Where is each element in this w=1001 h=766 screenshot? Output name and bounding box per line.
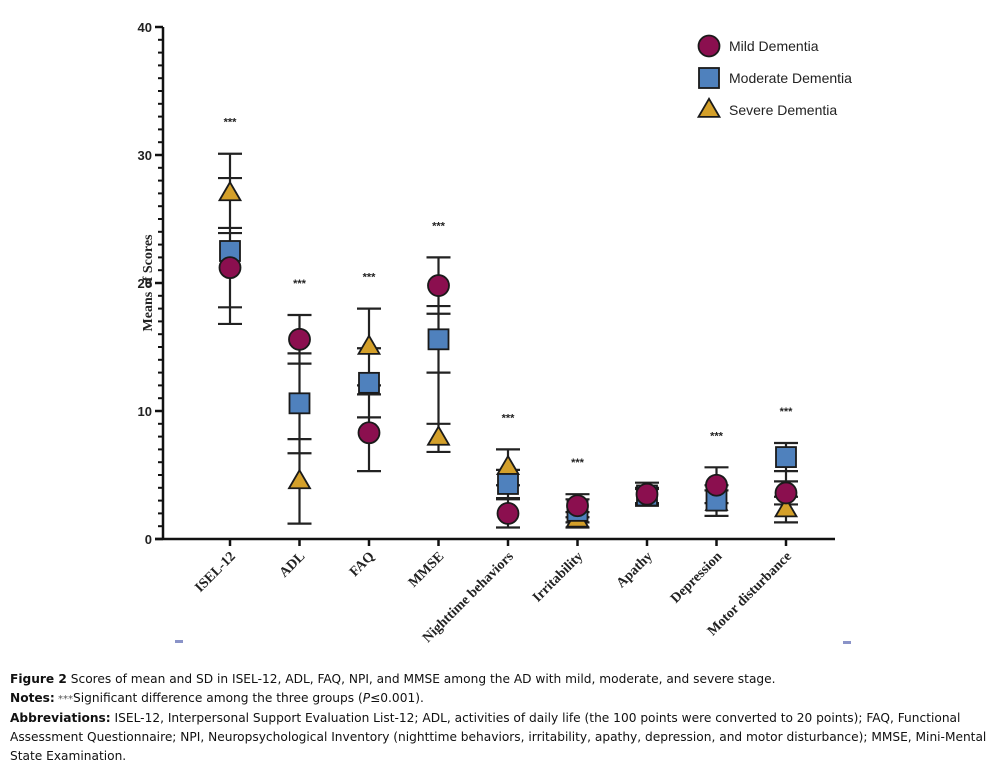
legend-marker-square xyxy=(698,67,720,89)
data-point-circle xyxy=(635,482,659,506)
data-point-square xyxy=(427,328,450,351)
data-point-square xyxy=(288,392,311,415)
data-point-circle xyxy=(218,256,242,280)
significance-markers: *** *** *** *** *** *** *** *** xyxy=(224,117,794,469)
significance-stars: *** xyxy=(224,117,238,129)
left-edge-mark xyxy=(175,640,183,643)
significance-stars: *** xyxy=(710,430,724,442)
x-tick-label: Depression xyxy=(668,549,725,606)
data-point-triangle xyxy=(426,424,451,446)
legend-marker-triangle xyxy=(696,97,722,118)
significance-stars: *** xyxy=(432,220,446,232)
legend-marker-circle xyxy=(697,34,721,58)
y-tick-label: 40 xyxy=(138,20,152,35)
notes-stars: *** xyxy=(54,694,73,705)
significance-stars: *** xyxy=(571,457,585,469)
data-point-square xyxy=(775,446,797,468)
y-tick-label: 20 xyxy=(138,276,152,291)
data-point-triangle xyxy=(217,180,243,202)
data-point-triangle xyxy=(287,468,312,490)
notes-text-after: ≤0.001). xyxy=(370,691,424,705)
caption-abbreviations: Abbreviations: ISEL-12, Interpersonal Su… xyxy=(10,709,995,766)
x-tick-label: FAQ xyxy=(347,549,378,580)
data-point-triangle xyxy=(773,496,799,518)
x-tick-label: Apathy xyxy=(614,549,656,591)
legend-label: Severe Dementia xyxy=(729,102,837,118)
data-point-square xyxy=(497,473,519,495)
data-point-circle xyxy=(288,327,311,351)
x-tick-label: Irritability xyxy=(530,549,586,605)
figure-text: Scores of mean and SD in ISEL-12, ADL, F… xyxy=(66,672,776,686)
data-point-circle xyxy=(705,473,728,497)
abbr-text: ISEL-12, Interpersonal Support Evaluatio… xyxy=(10,711,987,763)
data-point-triangle xyxy=(356,334,382,355)
data-point-circle xyxy=(427,274,450,297)
significance-stars: *** xyxy=(363,272,377,284)
data-point-circle xyxy=(496,502,520,525)
axes: 0 10 20 30 40 xyxy=(138,20,835,547)
y-tick-label: 30 xyxy=(138,148,152,163)
legend-label: Moderate Dementia xyxy=(729,70,852,86)
significance-stars: *** xyxy=(502,412,516,424)
data-point-circle xyxy=(774,481,798,505)
significance-stars: *** xyxy=(293,278,307,290)
data-point-square xyxy=(358,371,380,394)
y-tick-label: 10 xyxy=(138,404,152,419)
notes-label: Notes: xyxy=(10,691,55,705)
x-tick-label: MMSE xyxy=(406,549,447,590)
data-point-triangle xyxy=(495,454,521,476)
figure-caption: Figure 2 Scores of mean and SD in ISEL-1… xyxy=(10,670,995,766)
abbr-label: Abbreviations: xyxy=(10,711,111,725)
caption-notes-line: Notes: ***Significant difference among t… xyxy=(10,689,995,709)
right-edge-mark xyxy=(843,641,851,644)
legend: Mild Dementia Moderate Dementia Severe Dem… xyxy=(696,34,852,118)
x-tick-label: ADL xyxy=(277,549,309,581)
notes-text-before: Significant difference among the three g… xyxy=(72,691,363,705)
figure-label: Figure 2 xyxy=(10,672,67,686)
x-tick-label: ISEL-12 xyxy=(192,549,238,595)
dementia-scores-chart: 0 10 20 30 40 *** *** *** *** *** *** *** *** ISEL-… xyxy=(138,20,853,646)
y-tick-label: 0 xyxy=(145,532,152,547)
data-point-circle xyxy=(566,494,589,518)
y-axis-title: Means of Scores xyxy=(141,234,156,331)
caption-title-line: Figure 2 Scores of mean and SD in ISEL-1… xyxy=(10,670,995,689)
data-markers xyxy=(217,180,799,528)
legend-label: Mild Dementia xyxy=(729,38,819,54)
notes-p: P xyxy=(362,691,371,705)
significance-stars: *** xyxy=(780,406,794,418)
data-point-circle xyxy=(357,421,381,445)
